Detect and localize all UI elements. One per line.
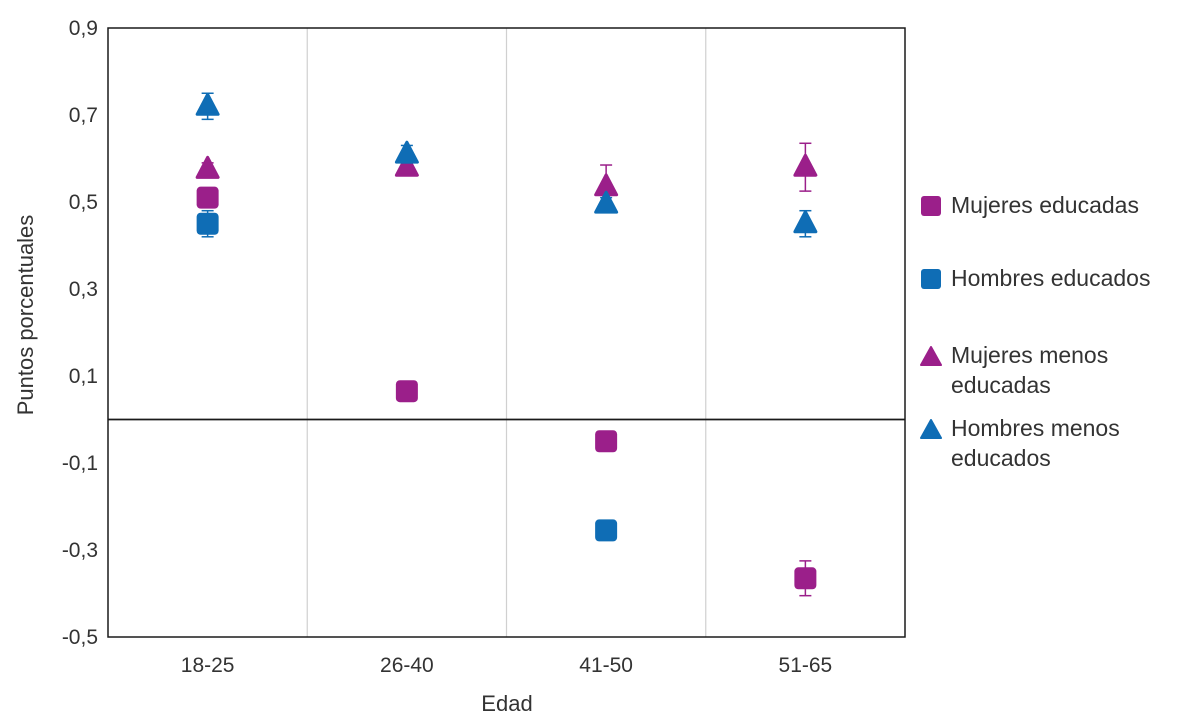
y-tick-label: 0,3 — [69, 278, 98, 301]
x-axis-title: Edad — [481, 691, 532, 716]
triangle-marker — [793, 210, 818, 234]
y-tick-label: 0,9 — [69, 17, 98, 40]
legend-item-hombres-menos-educados[interactable]: Hombres menos educados — [920, 413, 1195, 473]
square-marker-icon — [921, 269, 941, 289]
triangle-marker-icon — [920, 346, 942, 366]
x-tick-label: 18-25 — [181, 654, 235, 677]
y-tick-label: -0,3 — [62, 539, 98, 562]
y-tick-label: 0,7 — [69, 104, 98, 127]
y-tick-label: -0,5 — [62, 626, 98, 649]
legend-label-line: educadas — [951, 372, 1051, 398]
legend-item-mujeres-educadas[interactable]: Mujeres educadas — [920, 190, 1195, 220]
tick-labels: 0,9 0,7 0,5 0,3 0,1 -0,1 -0,3 -0,5 18-25 26-40 41-… — [62, 17, 832, 677]
y-tick-label: 0,1 — [69, 365, 98, 388]
triangle-marker-icon — [920, 419, 942, 439]
legend-label: Mujeres menos educadas — [951, 340, 1108, 400]
square-marker — [395, 380, 418, 403]
legend-label-line: Hombres menos — [951, 415, 1120, 441]
legend-label-line: Mujeres menos — [951, 342, 1109, 368]
y-axis-title: Puntos porcentuales — [13, 215, 38, 416]
triangle-marker — [594, 190, 619, 214]
square-marker — [595, 430, 618, 453]
triangle-marker — [195, 155, 220, 179]
y-tick-label: -0,1 — [62, 452, 98, 475]
legend-label: Mujeres educadas — [951, 192, 1139, 218]
legend-item-mujeres-menos-educadas[interactable]: Mujeres menos educadas — [920, 340, 1195, 400]
legend-label: Hombres menos educados — [951, 413, 1120, 473]
axes — [107, 27, 906, 638]
data-marks — [195, 92, 818, 597]
triangle-marker — [394, 140, 419, 164]
square-marker — [196, 186, 219, 209]
square-marker-icon — [921, 196, 941, 216]
square-marker — [595, 519, 618, 542]
triangle-marker — [793, 153, 818, 177]
square-marker — [196, 212, 219, 235]
y-tick-label: 0,5 — [69, 191, 98, 214]
x-tick-label: 41-50 — [579, 654, 633, 677]
x-tick-label: 51-65 — [779, 654, 833, 677]
x-tick-label: 26-40 — [380, 654, 434, 677]
square-marker — [794, 567, 817, 590]
plot-frame — [107, 27, 906, 638]
triangle-marker — [195, 92, 220, 116]
legend-label: Hombres educados — [951, 265, 1151, 291]
legend-item-hombres-educados[interactable]: Hombres educados — [920, 263, 1195, 293]
triangle-marker — [394, 153, 419, 177]
grid-lines — [306, 28, 707, 637]
legend-label-line: educados — [951, 445, 1051, 471]
